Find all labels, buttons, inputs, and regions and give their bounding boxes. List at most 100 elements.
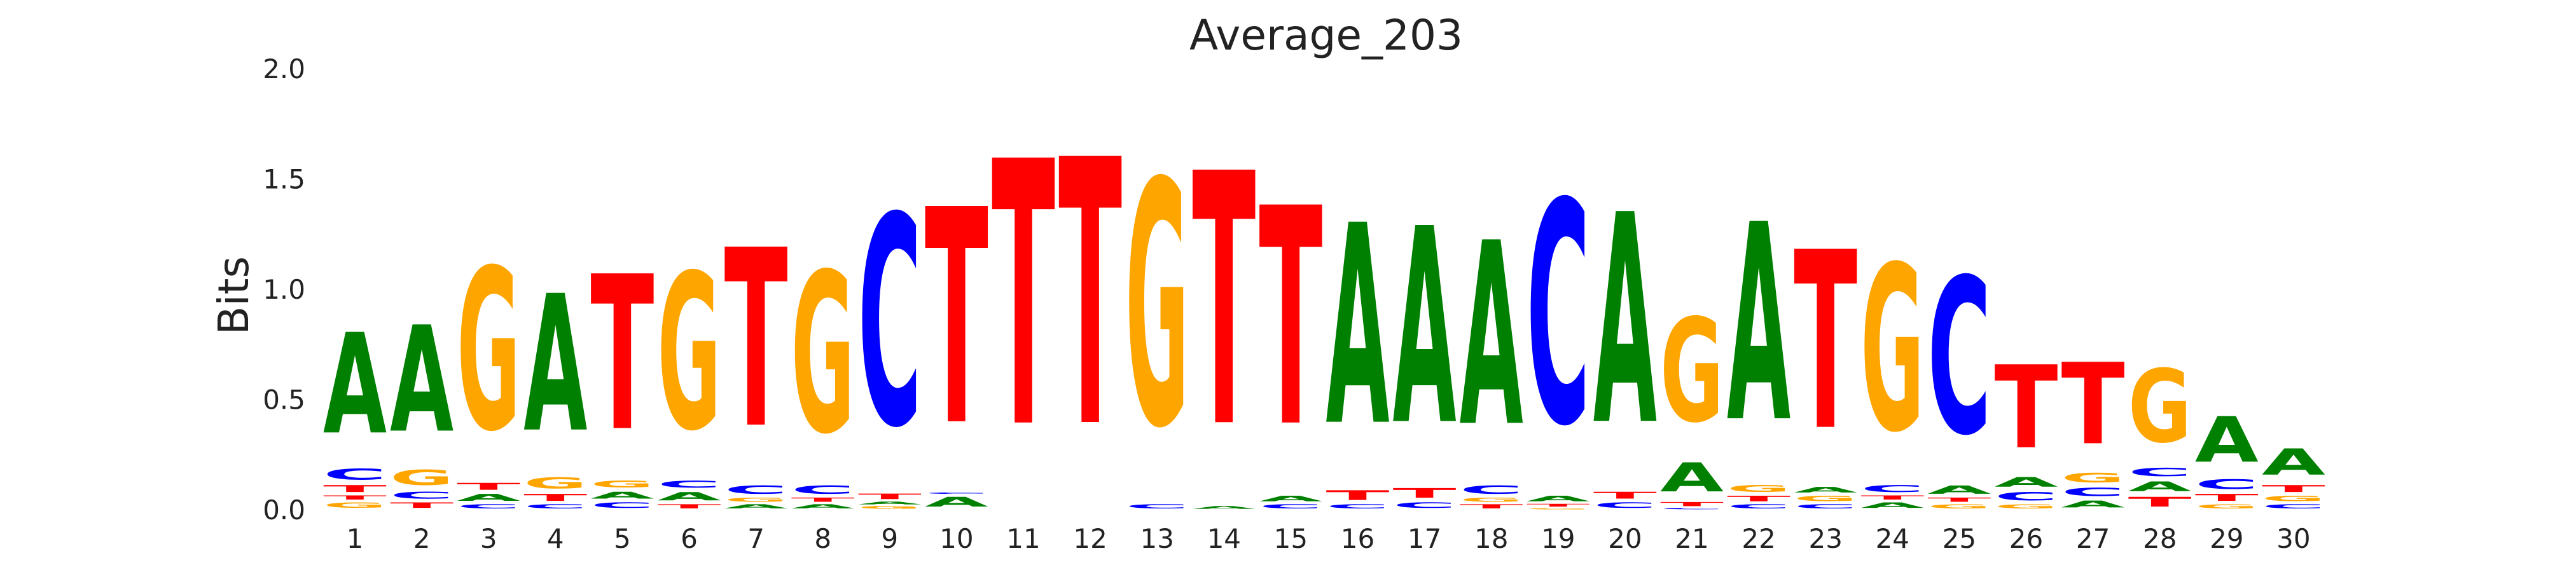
logo-letter-T: T [1660, 501, 1724, 507]
logo-letter-T: T [1727, 494, 1790, 503]
logo-letter-C: C [724, 483, 788, 496]
logo-letter-G: G [1460, 496, 1523, 503]
logo-letter-A: A [1393, 172, 1457, 484]
logo-letter-A: A [1794, 486, 1857, 494]
x-tick-label: 10 [939, 523, 973, 554]
logo-letter-A: A [724, 503, 788, 510]
logo-letter-A: A [858, 501, 922, 505]
logo-letter-T: T [1927, 496, 1991, 503]
logo-letter-C: C [1860, 483, 1924, 494]
x-tick-label: 7 [747, 523, 765, 554]
y-tick-label: 2.0 [263, 53, 305, 85]
logo-letter-T: T [323, 494, 387, 501]
y-tick-label: 1.0 [263, 274, 305, 305]
logo-letter-T: T [1326, 487, 1390, 503]
logo-letter-C: C [2195, 477, 2259, 492]
logo-letter-G: G [2061, 470, 2125, 486]
logo-letter-T: T [724, 198, 789, 482]
logo-letter-T: T [1393, 486, 1457, 501]
logo-letter-T: T [1995, 341, 2058, 474]
logo-letter-G: G [1727, 483, 1790, 494]
logo-letter-C: C [590, 501, 654, 510]
chart-title: Average_203 [1189, 11, 1463, 60]
logo-letter-T: T [2262, 483, 2325, 494]
logo-letter-A: A [1593, 154, 1658, 489]
logo-letter-C: C [1727, 503, 1790, 510]
logo-letter-T: T [2128, 494, 2192, 510]
logo-letter-C: C [523, 503, 587, 510]
logo-letter-A: A [658, 490, 721, 503]
x-tick-label: 24 [1876, 523, 1909, 554]
logo-letter-C: C [1995, 490, 2058, 503]
logo-letter-A: A [1527, 494, 1590, 503]
y-tick-label: 1.5 [263, 164, 305, 195]
x-tick-label: 15 [1274, 523, 1308, 554]
logo-letter-C: C [658, 479, 721, 489]
logo-letter-C: C [1125, 503, 1189, 510]
logo-letter-C: C [1660, 508, 1724, 510]
logo-letter-G: G [1927, 503, 1991, 510]
logo-letter-A: A [1727, 168, 1791, 482]
logo-letter-T: T [2195, 492, 2259, 503]
logo-letter-G: G [523, 475, 587, 493]
logo-letter-G: G [590, 479, 654, 489]
x-tick-label: 1 [347, 523, 364, 554]
logo-letter-C: C [323, 466, 387, 484]
logo-letter-G: G [457, 222, 520, 480]
logo-letter-C: C [1794, 503, 1857, 510]
logo-letter-T: T [658, 503, 721, 510]
x-tick-label: 8 [814, 523, 831, 554]
logo-letter-T: T [791, 496, 855, 503]
y-tick-label: 0.0 [263, 494, 305, 526]
x-tick-label: 19 [1541, 523, 1575, 554]
logo-letter-A: A [791, 503, 855, 510]
x-tick-label: 4 [547, 523, 564, 554]
logo-letter-A: A [1927, 483, 1991, 496]
logo-letter-G: G [1794, 494, 1857, 503]
logo-letter-T: T [1058, 83, 1123, 508]
logo-letter-C: C [2262, 503, 2325, 510]
logo-letter-A: A [925, 494, 989, 510]
x-tick-label: 23 [1808, 523, 1842, 554]
logo-letter-C: C [1927, 234, 1991, 483]
x-tick-label: 18 [1474, 523, 1508, 554]
logo-letter-C: C [1393, 501, 1457, 510]
x-tick-label: 28 [2143, 523, 2177, 554]
logo-letter-G: G [724, 496, 788, 503]
x-tick-label: 17 [1408, 523, 1441, 554]
logo-letter-G: G [1860, 218, 1924, 482]
logo-letter-C: C [858, 156, 922, 491]
logo-letter-A: A [1192, 505, 1256, 510]
x-axis: 1 2 3 4 5 6 7 8 9 10 11 12 13 14 15 16 17 18 19 20 21 22 23 24 2… [347, 523, 2311, 554]
logo-letter-T: T [925, 147, 989, 491]
logo-letter-G: G [1527, 508, 1590, 510]
x-tick-label: 6 [681, 523, 698, 554]
logo-letter-A: A [1995, 474, 2059, 489]
logo-letter-T: T [323, 483, 387, 494]
logo-letter-T: T [858, 492, 922, 501]
x-tick-label: 3 [480, 523, 497, 554]
x-tick-label: 29 [2210, 523, 2243, 554]
logo-letter-T: T [523, 492, 587, 503]
logo-letter-T: T [590, 231, 654, 478]
logo-letter-G: G [1995, 503, 2058, 510]
logo-letter-T: T [1593, 490, 1657, 501]
logo-letter-T: T [1192, 102, 1256, 505]
logo-letter-T: T [1794, 200, 1858, 485]
logo-letter-G: G [791, 228, 855, 483]
logo-letter-T: T [1460, 503, 1523, 510]
x-tick-label: 21 [1675, 523, 1708, 554]
logo-letter-C: C [791, 483, 855, 496]
logo-letter-A: A [390, 295, 454, 465]
x-tick-label: 2 [413, 523, 431, 554]
logo-stacks: GTTCATCGACATGCTGACAGTTACGAGCTATCGGATCACT… [323, 83, 2325, 510]
logo-letter-C: C [2128, 466, 2192, 479]
logo-letter-T: T [457, 481, 520, 492]
logo-letter-C: C [457, 503, 520, 510]
logo-letter-C: C [390, 490, 454, 501]
logo-letter-T: T [992, 86, 1056, 508]
logo-letter-A: A [1460, 191, 1524, 483]
logo-letter-G: G [323, 501, 387, 510]
y-tick-label: 0.5 [263, 385, 305, 416]
